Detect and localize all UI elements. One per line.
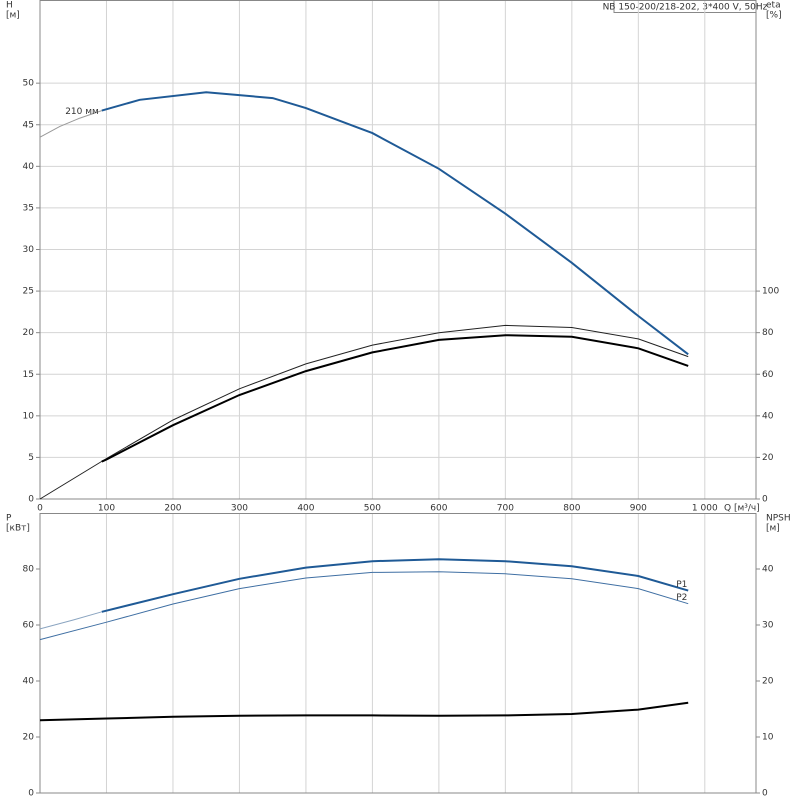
curve (39, 701, 689, 722)
y2-tick-label: 20 (762, 453, 774, 463)
x-tick-label: 300 (231, 504, 248, 514)
y-axis-label: P (6, 514, 12, 524)
y2-tick-label: 0 (762, 495, 768, 505)
x-tick-label: 200 (164, 504, 181, 514)
y-tick-label: 10 (23, 411, 35, 421)
plot-frame (39, 0, 757, 500)
curve-annotation: 210 мм (65, 107, 99, 117)
x-axis-label: Q [м³/ч] (724, 504, 760, 514)
y-axis-label: H (6, 1, 13, 11)
y2-tick-label: 10 (762, 733, 774, 743)
y2-tick-label: 100 (762, 287, 779, 297)
y-tick-label: 35 (23, 203, 34, 213)
y-axis-unit: [м] (6, 11, 20, 21)
x-tick-label: 100 (98, 504, 115, 514)
y2-tick-label: 0 (762, 789, 768, 799)
y-tick-label: 15 (23, 370, 34, 380)
x-tick-label: 900 (630, 504, 647, 514)
y2-tick-label: 40 (762, 411, 774, 421)
plot-frame (39, 513, 757, 794)
y2-axis-unit: [%] (766, 11, 782, 21)
y-tick-label: 45 (23, 120, 34, 130)
x-tick-label: 500 (364, 504, 381, 514)
x-tick-label: 0 (37, 504, 43, 514)
y2-axis-label: NPSH (766, 514, 791, 524)
y-tick-label: 20 (23, 733, 35, 743)
y-tick-label: 40 (23, 162, 35, 172)
chart-title: NB 150-200/218-202, 3*400 V, 50Hz (603, 3, 768, 13)
y-tick-label: 25 (23, 287, 34, 297)
curve (39, 324, 689, 500)
curve (101, 558, 689, 613)
curve (39, 571, 689, 641)
curve (39, 110, 102, 138)
x-tick-label: 1 000 (692, 504, 718, 514)
x-tick-label: 600 (430, 504, 447, 514)
curve (39, 611, 102, 630)
curve (101, 91, 689, 356)
x-tick-label: 400 (297, 504, 314, 514)
y-tick-label: 0 (28, 789, 34, 799)
y2-tick-label: 80 (762, 328, 774, 338)
y-tick-label: 60 (23, 621, 35, 631)
y-tick-label: 50 (23, 79, 35, 89)
y2-tick-label: 60 (762, 370, 774, 380)
series-label: P1 (676, 580, 687, 590)
y2-tick-label: 40 (762, 565, 774, 575)
y2-axis-unit: [м] (766, 524, 780, 534)
y2-axis-label: eta (766, 1, 781, 11)
x-tick-label: 800 (563, 504, 580, 514)
curve (101, 334, 689, 463)
y-tick-label: 40 (23, 677, 35, 687)
y2-tick-label: 30 (762, 621, 774, 631)
y2-tick-label: 20 (762, 677, 774, 687)
series-label: P2 (676, 593, 687, 603)
y-axis-unit: [кВт] (6, 524, 30, 534)
y-tick-label: 0 (28, 495, 34, 505)
y-tick-label: 30 (23, 245, 35, 255)
y-tick-label: 5 (28, 453, 34, 463)
y-tick-label: 20 (23, 328, 35, 338)
y-tick-label: 80 (23, 565, 35, 575)
x-tick-label: 700 (497, 504, 514, 514)
